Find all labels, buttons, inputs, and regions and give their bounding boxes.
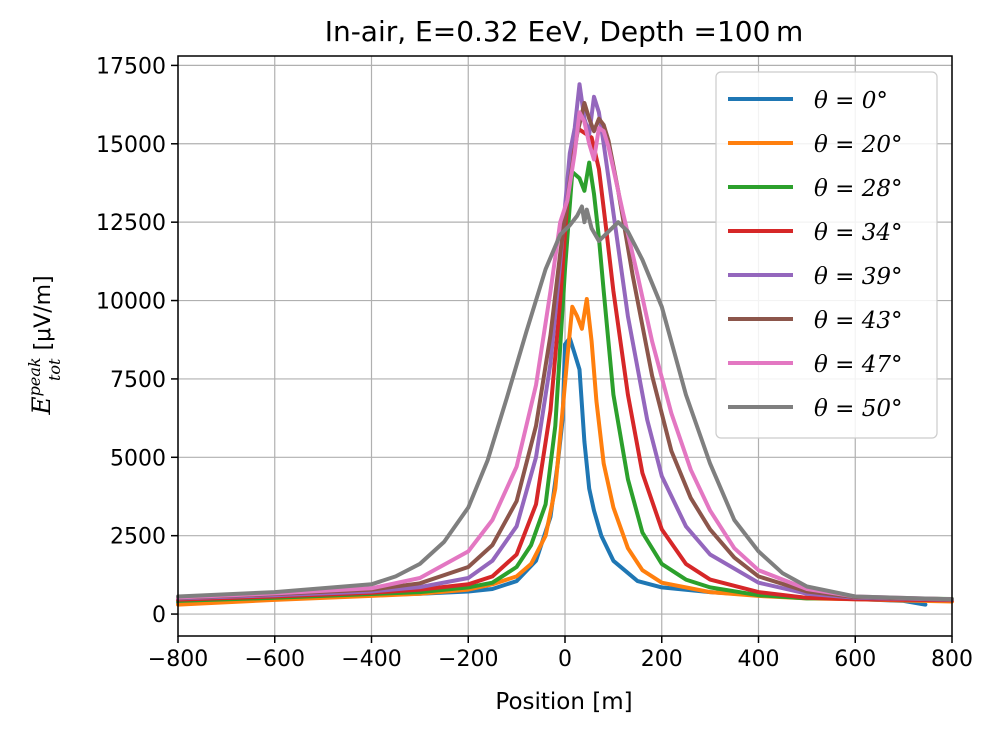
legend-entry: θ = 50° xyxy=(814,396,903,422)
legend-box xyxy=(715,71,938,439)
y-tick-label: 2500 xyxy=(110,525,166,550)
y-tick-label: 12500 xyxy=(96,211,166,236)
x-tick-label: −800 xyxy=(148,647,208,672)
x-tick-label: 600 xyxy=(834,647,876,672)
y-axis-label-sup: peak xyxy=(25,357,44,396)
x-axis-label: Position [m] xyxy=(495,689,632,715)
legend-entry: θ = 0° xyxy=(814,88,888,114)
legend-entry: θ = 39° xyxy=(814,264,903,290)
y-tick-label: 5000 xyxy=(110,446,166,471)
legend-entry: θ = 28° xyxy=(814,176,903,202)
y-axis-label-sub: tot xyxy=(45,358,64,381)
x-tick-label: −600 xyxy=(245,647,305,672)
y-tick-label: 15000 xyxy=(96,133,166,158)
x-tick-label: 400 xyxy=(738,647,780,672)
y-axis-ticks: 0 2500 5000 7500 10000 12500 15000 17500 xyxy=(96,54,178,628)
legend-entry: θ = 47° xyxy=(814,352,903,378)
y-axis-label-main: E xyxy=(27,396,56,415)
series-line xyxy=(176,204,954,602)
legend-entry: θ = 34° xyxy=(814,220,903,246)
legend: θ = 0° θ = 20° θ = 28° θ = 34° θ = 39° θ = 43… xyxy=(715,71,938,439)
x-tick-label: 200 xyxy=(641,647,683,672)
svg-text:Epeak [μV/m]: Epeak [μV/m] xyxy=(25,275,56,415)
x-axis-ticks: −800 −600 −400 −200 0 200 400 600 800 xyxy=(148,636,973,672)
series-line xyxy=(176,101,954,602)
series-line xyxy=(176,160,954,603)
plot-lines xyxy=(176,82,954,607)
chart-title: In-air, E=0.32 EeV, Depth =100 m xyxy=(325,15,804,48)
y-tick-label: 17500 xyxy=(96,54,166,79)
y-tick-label: 0 xyxy=(152,603,166,628)
y-tick-label: 7500 xyxy=(110,368,166,393)
x-tick-label: −200 xyxy=(438,647,498,672)
y-tick-label: 10000 xyxy=(96,290,166,315)
series-line xyxy=(176,110,954,602)
series-line xyxy=(176,126,954,603)
y-axis-label: Epeak [μV/m] tot xyxy=(25,275,64,415)
legend-entry: θ = 20° xyxy=(814,132,903,158)
x-tick-label: 0 xyxy=(558,647,572,672)
legend-entry: θ = 43° xyxy=(814,308,903,334)
x-tick-label: 800 xyxy=(931,647,973,672)
y-axis-label-unit: [μV/m] xyxy=(31,275,56,357)
x-tick-label: −400 xyxy=(341,647,401,672)
